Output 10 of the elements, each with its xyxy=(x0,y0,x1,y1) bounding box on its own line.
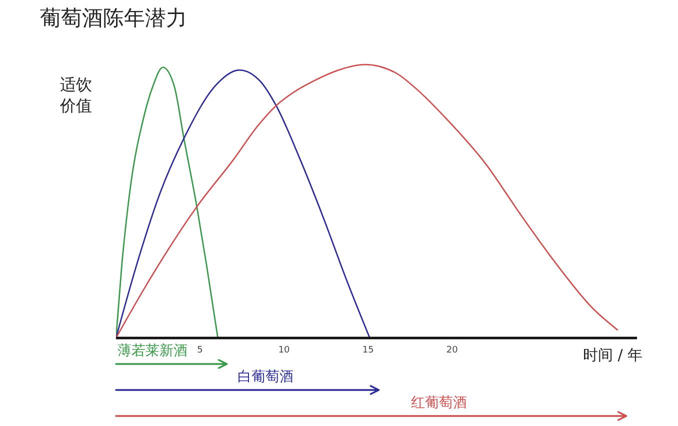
x-tick-label: 15 xyxy=(362,345,374,356)
x-tick-label: 5 xyxy=(197,345,203,356)
text: 红葡萄酒 xyxy=(410,395,467,411)
x-tick-label: 20 xyxy=(446,345,458,356)
chart-title: 葡萄酒陈年潜力 xyxy=(40,5,187,31)
y-axis-title: 适饮价值 xyxy=(60,74,93,116)
text: 白葡萄酒 xyxy=(238,369,294,385)
x-axis-title: 时间 / 年 xyxy=(583,345,643,365)
x-tick-label: 10 xyxy=(278,345,290,356)
series-label: 薄若莱新酒 xyxy=(117,343,188,359)
